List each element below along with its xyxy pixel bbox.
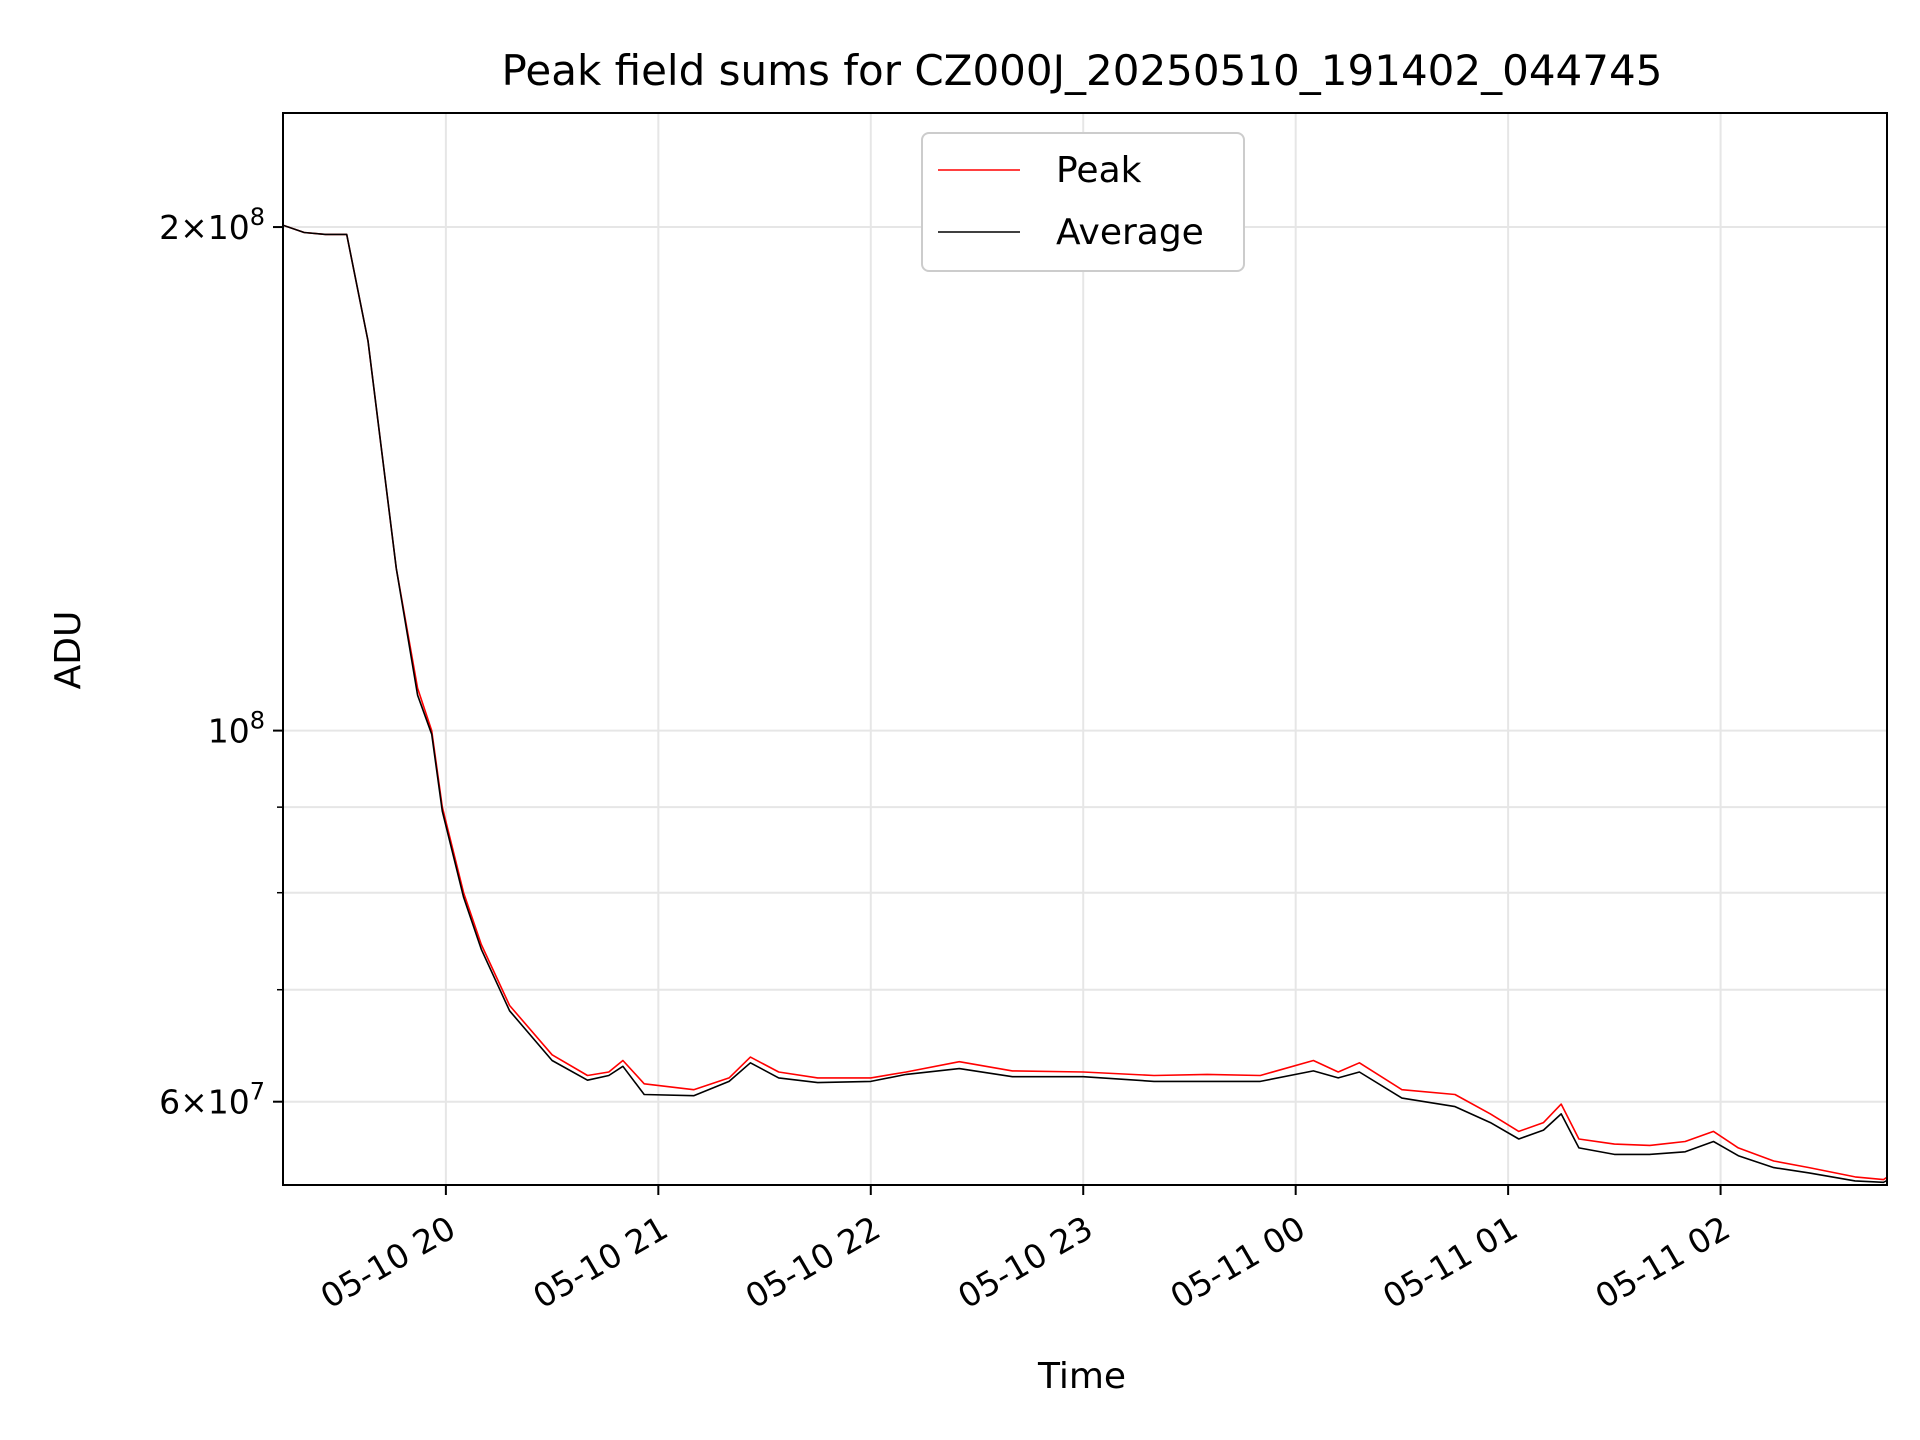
chart-title: Peak field sums for CZ000J_20250510_1914… <box>502 46 1663 95</box>
legend: Peak Average <box>921 132 1245 272</box>
legend-label-average: Average <box>1056 212 1204 253</box>
y-tick-label: 6×107 <box>159 1078 265 1122</box>
y-axis-label: ADU <box>48 611 89 690</box>
y-tick-exponent: 8 <box>250 203 265 231</box>
series-line-average <box>283 224 1887 1184</box>
y-tick-exponent: 8 <box>250 707 265 735</box>
series-line-peak <box>283 224 1887 1181</box>
axes-frame <box>282 112 1888 1186</box>
legend-box <box>921 132 1245 272</box>
y-tick-label: 108 <box>208 707 265 751</box>
y-tick-base: 6×10 <box>159 1083 250 1122</box>
y-tick-label: 2×108 <box>159 203 265 247</box>
y-tick-base: 10 <box>208 712 250 751</box>
legend-label-peak: Peak <box>1056 150 1142 191</box>
y-tick-base: 2×10 <box>159 208 250 247</box>
x-axis-label: Time <box>1037 1356 1126 1397</box>
plot-area <box>283 224 1887 1184</box>
grid <box>283 113 1887 1185</box>
y-tick-exponent: 7 <box>250 1078 265 1106</box>
